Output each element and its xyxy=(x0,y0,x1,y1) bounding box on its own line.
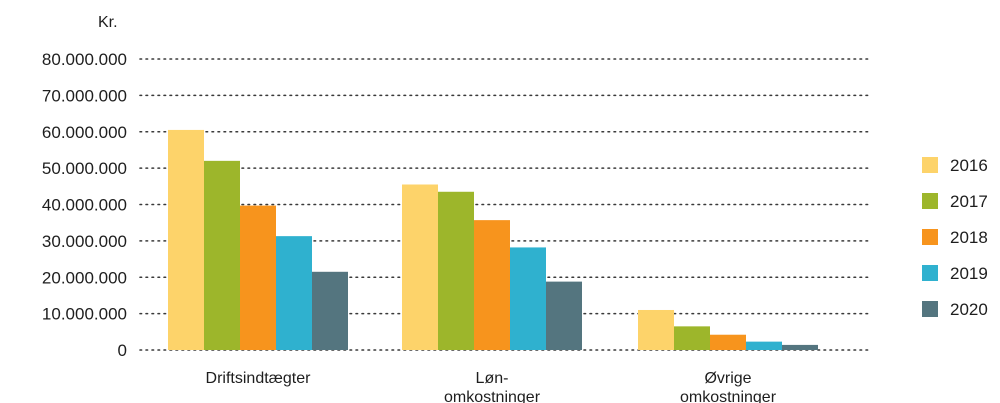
y-tick-label: 50.000.000 xyxy=(42,159,127,178)
bars xyxy=(168,129,818,350)
y-axis-unit-label: Kr. xyxy=(98,14,118,31)
y-tick-label: 0 xyxy=(118,341,127,360)
y-axis-ticks: 0 10.000.000 20.000.000 30.000.000 40.000.00… xyxy=(42,50,127,360)
bar-2018-0 xyxy=(240,205,276,350)
legend-swatch xyxy=(922,265,938,281)
legend: 2016 2017 2018 2019 2020 xyxy=(922,156,988,319)
legend-swatch xyxy=(922,301,938,317)
category-labels: Driftsindtægter Løn-omkostninger Øvrige omk… xyxy=(206,370,777,403)
bar-2018-2 xyxy=(710,334,746,350)
legend-swatch xyxy=(922,157,938,173)
bar-2018-1 xyxy=(474,220,510,350)
bar-2017-1 xyxy=(438,191,474,350)
bar-2017-2 xyxy=(674,326,710,350)
bar-2016-1 xyxy=(402,184,438,350)
legend-swatch xyxy=(922,193,938,209)
legend-label: 2019 xyxy=(950,264,988,283)
legend-label: 2018 xyxy=(950,228,988,247)
bar-2016-0 xyxy=(168,129,204,350)
y-tick-label: 70.000.000 xyxy=(42,86,127,105)
category-label: Øvrige omkostninger xyxy=(680,370,777,403)
bar-2020-0 xyxy=(312,271,348,350)
y-tick-label: 30.000.000 xyxy=(42,232,127,251)
category-label: Løn-omkostninger xyxy=(444,370,541,403)
bar-2020-1 xyxy=(546,281,582,350)
legend-label: 2016 xyxy=(950,156,988,175)
bar-2017-0 xyxy=(204,160,240,350)
bar-2019-2 xyxy=(746,341,782,350)
bar-2016-2 xyxy=(638,309,674,350)
legend-label: 2017 xyxy=(950,192,988,211)
y-tick-label: 20.000.000 xyxy=(42,268,127,287)
legend-label: 2020 xyxy=(950,300,988,319)
y-tick-label: 10.000.000 xyxy=(42,305,127,324)
bar-2019-1 xyxy=(510,247,546,350)
legend-swatch xyxy=(922,229,938,245)
y-tick-label: 80.000.000 xyxy=(42,50,127,69)
bar-2019-0 xyxy=(276,236,312,350)
y-tick-label: 60.000.000 xyxy=(42,123,127,142)
category-label: Driftsindtægter xyxy=(206,370,312,387)
y-tick-label: 40.000.000 xyxy=(42,196,127,215)
bar-2020-2 xyxy=(782,344,818,350)
